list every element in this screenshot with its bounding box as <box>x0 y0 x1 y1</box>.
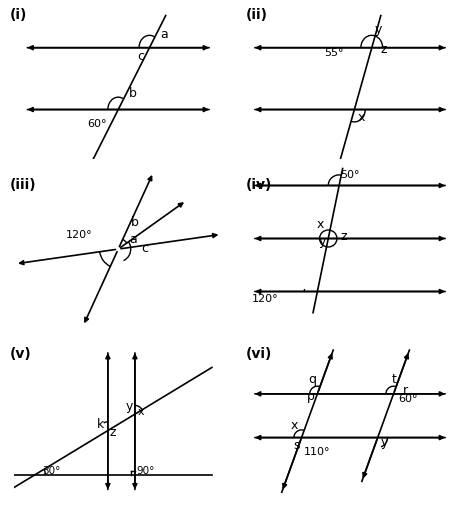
Text: b: b <box>131 216 139 229</box>
Text: c: c <box>141 242 148 255</box>
Text: z: z <box>380 42 387 56</box>
Text: 60°: 60° <box>87 119 106 129</box>
Text: (i): (i) <box>9 8 27 22</box>
Text: y: y <box>381 436 388 449</box>
Text: r: r <box>403 384 409 397</box>
Text: k: k <box>96 418 104 431</box>
Text: a: a <box>130 233 138 246</box>
Text: x: x <box>291 419 298 432</box>
Text: (iii): (iii) <box>9 178 36 191</box>
Text: (vi): (vi) <box>246 347 272 361</box>
Text: y: y <box>375 23 382 36</box>
Text: 120°: 120° <box>252 294 279 304</box>
Text: (v): (v) <box>9 347 31 361</box>
Text: c: c <box>137 50 144 63</box>
Text: x: x <box>137 407 144 417</box>
Text: (iv): (iv) <box>246 178 272 191</box>
Text: x: x <box>358 111 365 123</box>
Text: x: x <box>316 218 324 231</box>
Text: s: s <box>293 438 299 452</box>
Text: 55°: 55° <box>324 48 343 58</box>
Text: q: q <box>309 373 317 386</box>
Text: 60°: 60° <box>398 393 417 403</box>
Text: 50°: 50° <box>340 170 360 180</box>
Text: p: p <box>307 391 315 403</box>
Text: t: t <box>391 373 396 386</box>
Text: y: y <box>318 235 326 248</box>
Text: b: b <box>129 87 137 100</box>
Text: 30°: 30° <box>42 466 61 476</box>
Text: y: y <box>125 400 133 413</box>
Text: 90°: 90° <box>137 466 155 476</box>
Text: z: z <box>110 426 116 439</box>
Text: (ii): (ii) <box>246 8 268 22</box>
Text: 110°: 110° <box>304 447 330 457</box>
Text: z: z <box>340 229 347 243</box>
Text: a: a <box>160 28 167 41</box>
Text: 120°: 120° <box>66 231 93 241</box>
